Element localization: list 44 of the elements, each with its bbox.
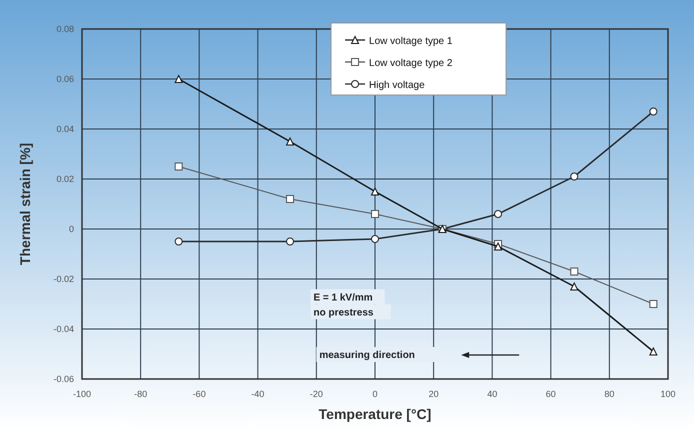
x-tick-label: 0 xyxy=(372,389,378,399)
point xyxy=(649,300,658,308)
x-axis-title: Temperature [°C] xyxy=(318,406,432,422)
x-tick-label: -20 xyxy=(310,389,323,399)
point xyxy=(174,238,183,246)
x-tick-label: 40 xyxy=(487,389,498,399)
point xyxy=(570,172,578,180)
point xyxy=(570,282,578,290)
point xyxy=(174,162,183,170)
x-tick-label: -80 xyxy=(134,389,148,399)
y-tick-label: 0.04 xyxy=(56,124,74,134)
y-tick-label: -0.02 xyxy=(53,274,74,284)
point xyxy=(371,188,379,196)
x-tick-label: -100 xyxy=(72,389,92,399)
point xyxy=(570,268,578,276)
y-tick-label: -0.04 xyxy=(53,324,74,334)
x-tick-label: 60 xyxy=(546,389,556,399)
annotation: measuring direction xyxy=(319,350,415,361)
legend-label: High voltage xyxy=(369,80,426,91)
x-tick-label: -60 xyxy=(192,389,206,399)
point xyxy=(494,242,502,250)
legend-label: Low voltage type 2 xyxy=(369,58,453,69)
point xyxy=(649,348,658,356)
point xyxy=(494,210,502,218)
point xyxy=(371,235,379,243)
x-tick-label: 80 xyxy=(604,389,614,399)
legend-label: Low voltage type 1 xyxy=(369,36,453,47)
y-tick-label: -0.06 xyxy=(53,374,74,384)
y-tick-label: 0.02 xyxy=(56,174,74,184)
x-tick-label: -40 xyxy=(251,389,264,399)
point xyxy=(286,138,294,146)
y-tick-label: 0.08 xyxy=(56,24,74,34)
y-tick-label: 0.06 xyxy=(56,74,74,84)
point xyxy=(286,238,294,246)
point xyxy=(174,75,183,83)
y-axis-title: Thermal strain [%] xyxy=(17,142,33,266)
x-tick-label: 100 xyxy=(660,389,676,399)
y-tick-label: 0 xyxy=(68,224,74,234)
point xyxy=(286,195,294,203)
point xyxy=(371,210,379,218)
annotation: no prestress xyxy=(313,307,374,318)
x-tick-label: 20 xyxy=(428,389,439,399)
point xyxy=(649,108,658,116)
annotation: E = 1 kV/mm xyxy=(313,292,373,304)
